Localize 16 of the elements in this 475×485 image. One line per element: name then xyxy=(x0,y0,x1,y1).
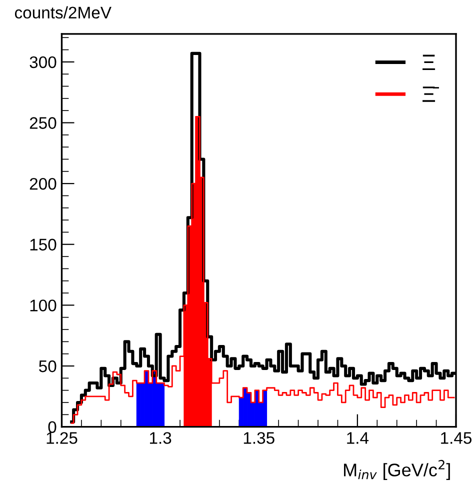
x-tick-label: 1.25 xyxy=(46,432,78,444)
y-tick-label: 250 xyxy=(30,117,56,129)
x-axis-title: M$_{inv}$ [GeV/c$^{2}$] xyxy=(344,460,450,480)
y-tick-label: 200 xyxy=(30,178,56,190)
y-axis-title: counts/2MeV xyxy=(14,6,112,19)
x-tick-label: 1.45 xyxy=(441,432,472,444)
y-tick-label: 0 xyxy=(48,421,56,434)
y-tick-label: 100 xyxy=(30,300,56,312)
x-tick-label: 1.3 xyxy=(150,432,172,444)
y-tick-label: 300 xyxy=(30,56,56,68)
x-tick-label: 1.4 xyxy=(347,432,369,444)
y-tick-label: 150 xyxy=(30,238,56,251)
legend-label: Ξ xyxy=(422,54,436,70)
x-tick-label: 1.35 xyxy=(244,432,274,444)
legend-label: Ξ̄ xyxy=(422,86,439,102)
y-tick-label: 50 xyxy=(39,360,56,372)
